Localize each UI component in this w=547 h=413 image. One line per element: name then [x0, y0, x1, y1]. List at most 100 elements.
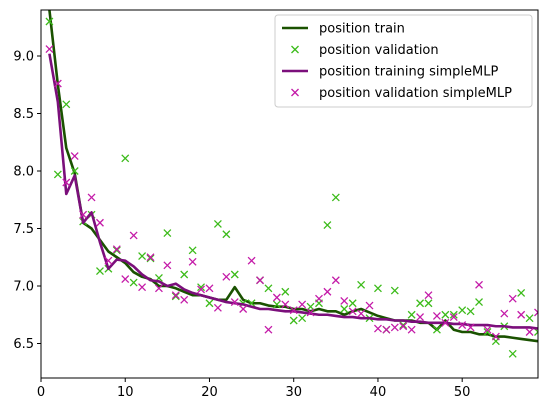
data-point — [458, 306, 467, 315]
data-point — [449, 313, 458, 322]
data-point — [331, 276, 340, 285]
data-point — [466, 307, 475, 316]
data-point — [500, 309, 509, 318]
data-point — [188, 246, 197, 255]
data-point — [222, 272, 231, 281]
data-point — [96, 267, 104, 276]
data-point — [390, 323, 399, 332]
data-point — [171, 291, 180, 300]
data-point — [138, 252, 147, 261]
data-point — [256, 276, 264, 285]
data-point — [53, 170, 62, 179]
data-point — [146, 253, 155, 262]
data-point — [508, 349, 517, 358]
x-tick-label: 10 — [117, 385, 134, 400]
data-point — [213, 219, 222, 228]
data-point — [289, 306, 298, 315]
x-tick-label: 0 — [37, 385, 45, 400]
data-point — [483, 325, 492, 334]
data-point — [449, 310, 458, 319]
series-layer — [45, 10, 538, 358]
series-line-0 — [48, 10, 538, 343]
data-point — [525, 314, 534, 323]
data-point — [323, 221, 332, 230]
data-point — [441, 310, 450, 319]
y-tick-label: 8.0 — [13, 165, 34, 180]
data-point — [281, 287, 290, 296]
legend-swatch — [291, 45, 299, 54]
data-point — [45, 17, 54, 26]
data-point — [247, 256, 256, 265]
data-point — [399, 322, 408, 331]
data-point — [373, 324, 382, 333]
legend-label: position validation — [319, 43, 439, 58]
data-point — [525, 328, 534, 336]
data-point — [272, 300, 281, 309]
data-point — [534, 308, 538, 317]
legend-swatch — [291, 88, 299, 97]
data-point — [331, 193, 340, 202]
data-point — [45, 45, 54, 54]
data-point — [180, 295, 189, 304]
data-point — [281, 300, 290, 309]
data-point — [399, 321, 408, 330]
data-point — [96, 218, 104, 227]
data-point — [129, 231, 138, 240]
data-point — [517, 288, 526, 297]
data-point — [112, 245, 121, 254]
x-tick-label: 20 — [201, 385, 218, 400]
legend-item: position training simpleMLP — [282, 65, 498, 80]
data-point — [62, 178, 71, 187]
data-point — [357, 280, 366, 289]
data-point — [348, 307, 357, 316]
data-point — [424, 299, 433, 308]
data-point — [53, 79, 62, 88]
data-point — [298, 300, 307, 309]
data-point — [534, 328, 538, 336]
data-point — [70, 152, 79, 161]
data-point — [264, 325, 273, 334]
data-point — [222, 230, 231, 239]
data-point — [416, 313, 425, 322]
data-point — [432, 311, 441, 320]
y-tick-label: 9.0 — [13, 50, 34, 65]
data-point — [441, 318, 450, 327]
legend-box — [274, 14, 533, 108]
data-point — [323, 287, 332, 296]
data-point — [373, 284, 382, 293]
x-tick-label: 30 — [285, 385, 302, 400]
data-point — [188, 257, 197, 266]
data-point — [306, 308, 315, 317]
data-point — [264, 284, 273, 293]
series-line-2 — [48, 53, 538, 330]
data-point — [432, 325, 441, 334]
data-point — [87, 193, 96, 202]
data-point — [79, 210, 88, 219]
data-point — [154, 284, 163, 293]
axes-layer: 0 10 20 30 40 50 6.5 7.0 7.5 8.0 8.5 9.0 — [13, 50, 470, 401]
data-point — [491, 332, 500, 341]
data-point — [163, 261, 172, 270]
data-point — [466, 323, 475, 332]
legend: position train position validation positio… — [274, 14, 533, 108]
data-point — [517, 310, 526, 319]
data-point — [197, 285, 206, 294]
data-point — [407, 310, 416, 319]
data-point — [416, 299, 425, 308]
data-point — [458, 321, 467, 330]
data-point — [62, 100, 71, 109]
data-point — [475, 280, 483, 289]
legend-item: position validation — [291, 43, 439, 58]
data-point — [70, 167, 79, 175]
data-point — [230, 270, 239, 279]
x-tick-label: 50 — [454, 385, 471, 400]
data-point — [357, 309, 366, 318]
data-point — [475, 298, 483, 307]
plot-frame — [40, 9, 539, 379]
data-point — [205, 284, 214, 293]
data-point — [508, 294, 517, 303]
y-tick-label: 8.5 — [13, 107, 34, 122]
y-tick-label: 6.5 — [13, 337, 34, 352]
data-point — [171, 292, 180, 301]
data-point — [239, 305, 248, 313]
